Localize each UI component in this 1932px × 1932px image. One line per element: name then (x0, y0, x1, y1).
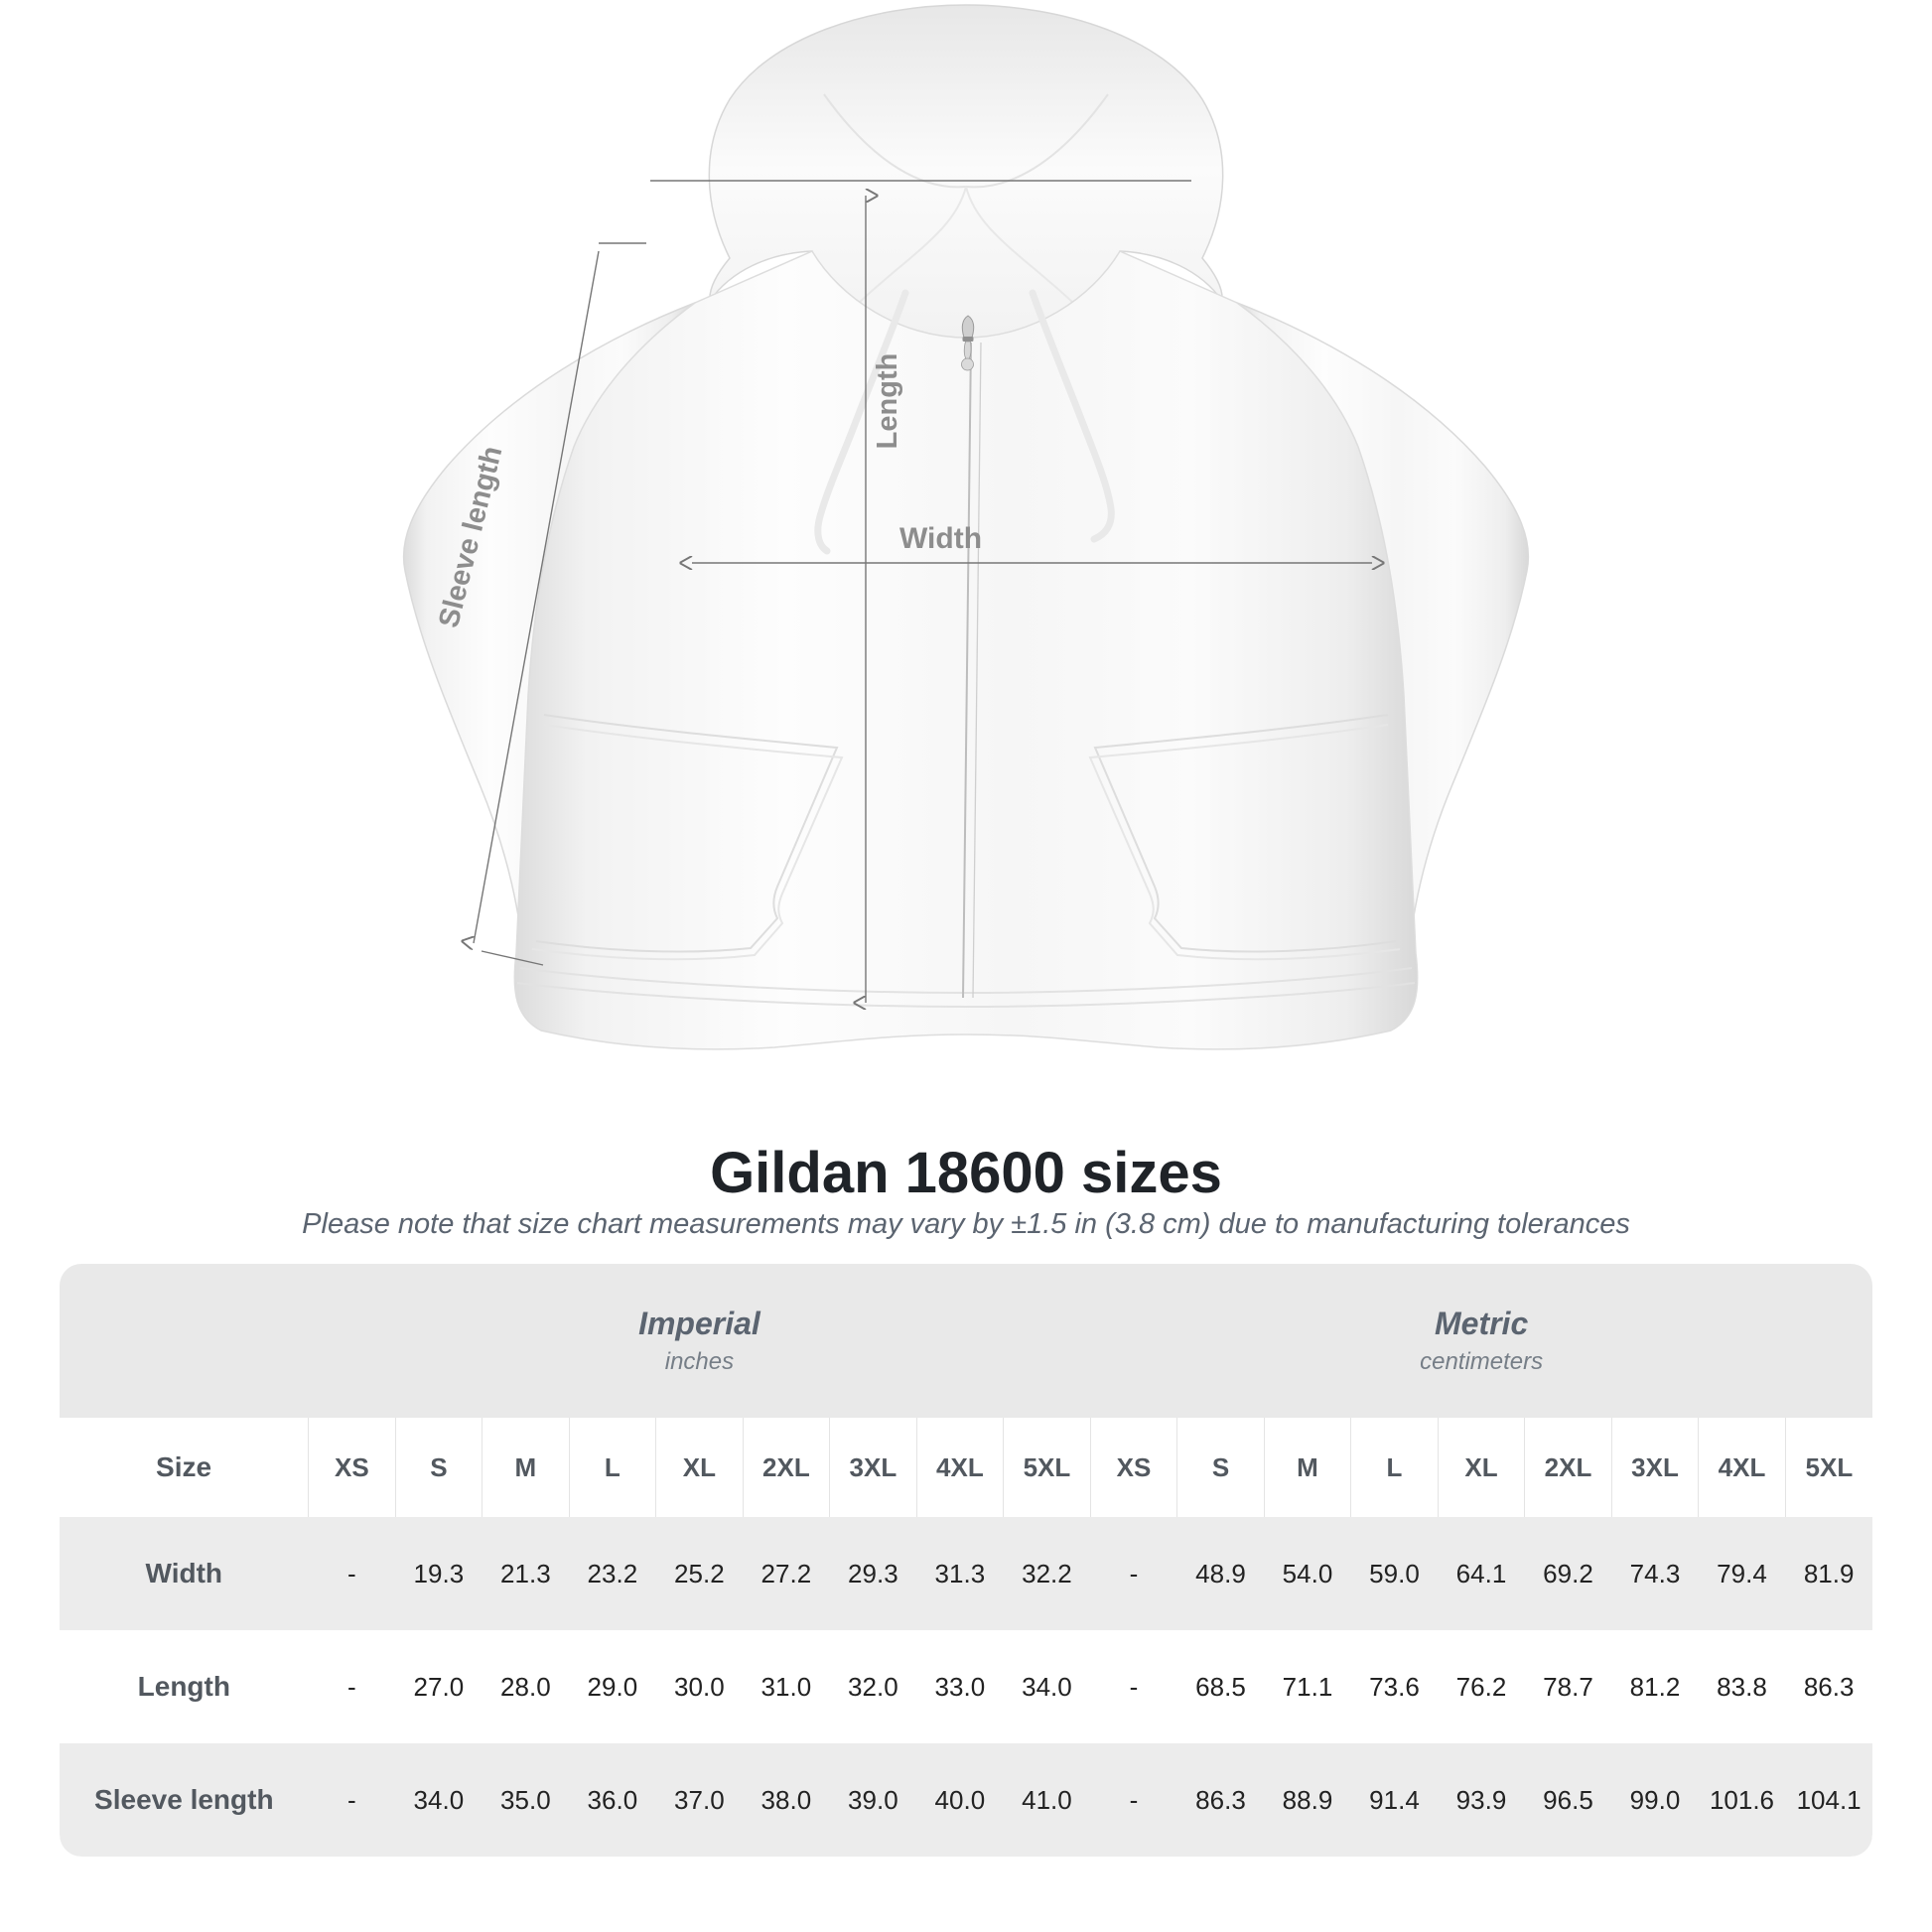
svg-text:Width: Width (899, 522, 982, 555)
svg-text:Length: Length (872, 353, 903, 450)
